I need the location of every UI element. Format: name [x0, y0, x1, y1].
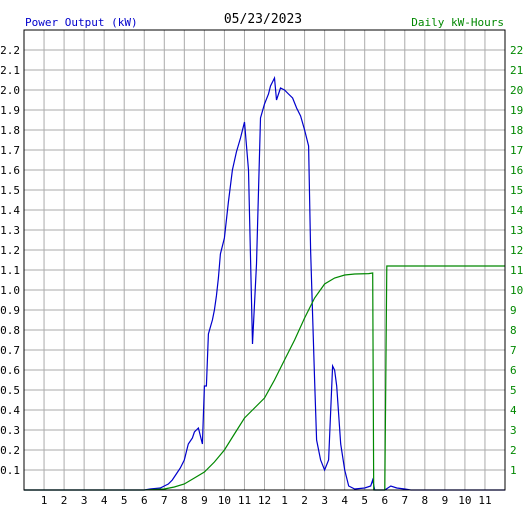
y-right-tick-label: 1 [510, 464, 517, 477]
x-tick-label: 1 [41, 494, 48, 507]
y-left-tick-label: 0.4 [0, 404, 20, 417]
power-series-line [24, 75, 505, 491]
series-lines [24, 75, 505, 491]
y-right-tick-label: 14 [510, 204, 524, 217]
y-left-tick-label: 1.4 [0, 204, 20, 217]
x-tick-label: 7 [401, 494, 408, 507]
x-tick-label: 9 [201, 494, 208, 507]
x-tick-labels: 1 2 3 4 5 6 7 8 9 10 11 12 1 2 3 4 5 6 7 8 9 10 11 [41, 494, 492, 507]
y-left-tick-label: 2.0 [0, 84, 20, 97]
y-right-tick-label: 12 [510, 244, 523, 257]
y-left-tick-label: 0.7 [0, 344, 20, 357]
x-tick-label: 10 [458, 494, 471, 507]
x-tick-label: 11 [478, 494, 491, 507]
y-left-tick-label: 1.2 [0, 244, 20, 257]
y-right-tick-label: 6 [510, 364, 517, 377]
chart-date: 05/23/2023 [224, 12, 302, 27]
y-left-tick-label: 1.5 [0, 184, 20, 197]
x-tick-label: 6 [381, 494, 388, 507]
y-left-tick-label: 0.6 [0, 364, 20, 377]
y-right-tick-label: 8 [510, 324, 517, 337]
x-tick-label: 8 [422, 494, 429, 507]
y-right-tick-label: 3 [510, 424, 517, 437]
x-tick-label: 2 [301, 494, 308, 507]
x-tick-label: 9 [442, 494, 449, 507]
chart-right-header: Daily kW-Hours [411, 16, 504, 29]
y-left-tick-label: 0.9 [0, 304, 20, 317]
y-right-tick-label: 15 [510, 184, 523, 197]
y-right-tick-label: 11 [510, 264, 523, 277]
y-left-tick-labels: 0.1 0.2 0.3 0.4 0.5 0.6 0.7 0.8 0.9 1.0 1.1 1.2 1.3 1… [0, 44, 20, 477]
x-tick-label: 1 [281, 494, 288, 507]
y-left-tick-label: 1.3 [0, 224, 20, 237]
y-right-tick-label: 20 [510, 84, 523, 97]
plot-frame [23, 29, 506, 491]
y-left-tick-label: 1.9 [0, 104, 20, 117]
x-tick-label: 8 [181, 494, 188, 507]
x-tick-label: 6 [141, 494, 148, 507]
y-left-tick-label: 1.7 [0, 144, 20, 157]
y-right-tick-label: 5 [510, 384, 517, 397]
x-tick-label: 10 [218, 494, 231, 507]
y-left-tick-label: 0.3 [0, 424, 20, 437]
y-right-tick-label: 18 [510, 124, 523, 137]
energy-series-line [24, 265, 505, 491]
y-left-tick-label: 0.5 [0, 384, 20, 397]
y-right-tick-label: 16 [510, 164, 523, 177]
x-tick-label: 4 [101, 494, 108, 507]
x-tick-label: 2 [61, 494, 68, 507]
y-right-tick-label: 2 [510, 444, 517, 457]
x-tick-label: 3 [81, 494, 88, 507]
y-left-tick-label: 0.1 [0, 464, 20, 477]
y-right-tick-label: 21 [510, 64, 523, 77]
y-right-tick-label: 17 [510, 144, 523, 157]
x-tick-label: 5 [121, 494, 128, 507]
y-right-tick-label: 7 [510, 344, 517, 357]
x-tick-label: 4 [341, 494, 348, 507]
y-right-tick-label: 9 [510, 304, 517, 317]
x-tick-label: 3 [321, 494, 328, 507]
y-right-tick-label: 4 [510, 404, 517, 417]
y-left-tick-label: 1.0 [0, 284, 20, 297]
grid-lines [24, 30, 505, 490]
y-left-tick-label: 2.2 [0, 44, 20, 57]
y-left-tick-label: 1.6 [0, 164, 20, 177]
y-left-tick-label: 1.1 [0, 264, 20, 277]
y-right-tick-label: 22 [510, 44, 523, 57]
y-right-tick-label: 13 [510, 224, 523, 237]
y-right-tick-label: 19 [510, 104, 523, 117]
x-tick-label: 11 [238, 494, 251, 507]
y-left-tick-label: 2.1 [0, 64, 20, 77]
x-tick-label: 7 [161, 494, 168, 507]
y-left-tick-label: 1.8 [0, 124, 20, 137]
y-left-tick-label: 0.8 [0, 324, 20, 337]
x-tick-label: 5 [361, 494, 368, 507]
y-left-tick-label: 0.2 [0, 444, 20, 457]
x-tick-label: 12 [258, 494, 271, 507]
chart-left-header: Power Output (kW) [25, 16, 138, 29]
y-right-tick-label: 10 [510, 284, 523, 297]
